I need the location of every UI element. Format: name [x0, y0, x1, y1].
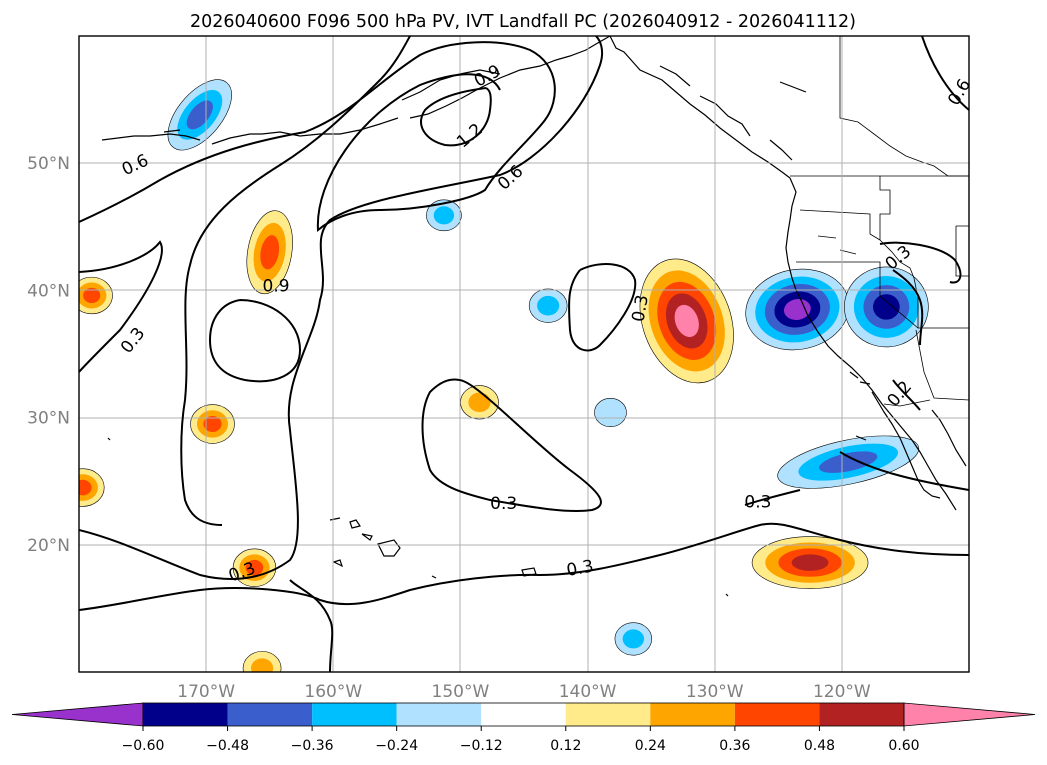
negative-anomaly	[594, 398, 627, 428]
x-tick-label: 150°W	[432, 682, 490, 702]
colorbar-tick-label: −0.60	[122, 738, 165, 754]
contour-label: 0.3	[490, 494, 517, 514]
colorbar-extend-high	[903, 702, 1036, 727]
colorbar-segment	[650, 703, 735, 726]
colorbar-segment	[312, 703, 397, 726]
x-tick-label: 160°W	[304, 682, 362, 702]
colorbar-segment	[565, 703, 651, 726]
x-axis-ticks: 170°W 160°W 150°W 140°W 130°W 120°W	[177, 682, 871, 702]
contour-label: 0.9	[263, 276, 290, 296]
colorbar-tick-label: 0.60	[888, 738, 919, 754]
anomaly-band	[783, 299, 811, 320]
contour-label: 0.6	[494, 161, 527, 194]
anomaly-band	[251, 658, 274, 672]
negative-anomaly	[528, 288, 568, 323]
anomaly-band	[203, 415, 222, 432]
borders	[790, 36, 969, 407]
anomaly-band	[872, 294, 900, 320]
colorbar-segment	[143, 703, 228, 726]
y-tick-label: 50°N	[27, 154, 70, 174]
contour-label: 1.2	[453, 120, 487, 153]
colorbar-ticks: −0.60 −0.48 −0.36 −0.24 −0.12 0.12 0.24 0.36 0.4…	[122, 726, 920, 754]
colorbar: −0.60 −0.48 −0.36 −0.24 −0.12 0.12 0.24 0.36 0.4…	[11, 702, 1036, 754]
contour-label: 0.3	[628, 293, 652, 323]
colorbar-tick-label: 0.36	[719, 738, 750, 754]
anomaly-band	[83, 287, 101, 304]
colorbar-tick-label: −0.12	[460, 738, 503, 754]
anomaly-band	[260, 235, 280, 270]
positive-anomaly	[79, 468, 105, 507]
y-tick-label: 20°N	[27, 536, 70, 556]
pv-contours	[79, 36, 969, 672]
anomaly-band	[819, 451, 878, 473]
coastlines	[101, 36, 967, 597]
anomaly-band	[433, 206, 455, 225]
negative-anomaly	[745, 268, 850, 351]
positive-anomaly	[190, 404, 235, 444]
contour-labels: 0.91.20.60.60.90.30.30.3 0.30.30.30.60.30…	[117, 61, 975, 586]
x-tick-label: 120°W	[813, 682, 871, 702]
negative-anomaly	[614, 622, 653, 656]
positive-anomaly	[79, 276, 113, 315]
negative-anomaly	[777, 435, 920, 489]
colorbar-tick-label: 0.48	[804, 738, 835, 754]
negative-anomaly	[844, 266, 929, 348]
anomaly-band	[468, 392, 491, 413]
colorbar-segment	[227, 703, 313, 726]
colorbar-segment	[819, 703, 904, 726]
y-axis-ticks: 50°N 40°N 30°N 20°N	[27, 154, 70, 556]
colorbar-tick-label: 0.12	[550, 738, 581, 754]
contour-label: 0.3	[744, 493, 771, 513]
colorbar-tick-label: 0.24	[635, 738, 666, 754]
colorbar-tick-label: −0.36	[291, 738, 334, 754]
x-tick-label: 170°W	[177, 682, 235, 702]
y-tick-label: 40°N	[27, 281, 70, 301]
anomaly-band	[674, 304, 699, 338]
map-frame	[78, 35, 970, 673]
contour-label: 0.3	[565, 556, 595, 580]
colorbar-tick-label: −0.48	[206, 738, 249, 754]
anomaly-band	[791, 554, 829, 571]
contour-label: 0.6	[944, 76, 975, 109]
chart-title: 2026040600 F096 500 hPa PV, IVT Landfall…	[190, 12, 856, 32]
colorbar-tick-label: −0.24	[375, 738, 418, 754]
x-tick-label: 140°W	[559, 682, 617, 702]
positive-anomaly	[751, 536, 869, 589]
y-tick-label: 30°N	[27, 409, 70, 429]
colorbar-segment	[481, 703, 566, 726]
contour-label: 0.6	[119, 151, 152, 181]
colorbar-segment	[396, 703, 482, 726]
colorbar-segment	[734, 703, 820, 726]
contour-label: 0.2	[883, 377, 916, 411]
anomaly-band	[79, 479, 92, 496]
positive-anomaly	[246, 210, 293, 295]
positive-anomaly	[242, 651, 282, 672]
anomaly-band	[537, 295, 560, 316]
anomaly-band	[245, 559, 264, 576]
positive-anomaly	[639, 258, 734, 384]
colorbar-extend-low	[11, 702, 144, 727]
colorbar-segments	[11, 702, 1036, 727]
pc-anomaly-fields	[79, 79, 929, 672]
colorbar-outline	[142, 702, 905, 727]
anomaly-band	[594, 398, 627, 428]
anomaly-band	[622, 629, 645, 649]
negative-anomaly	[426, 199, 462, 232]
negative-anomaly	[167, 79, 232, 151]
x-tick-label: 130°W	[686, 682, 744, 702]
